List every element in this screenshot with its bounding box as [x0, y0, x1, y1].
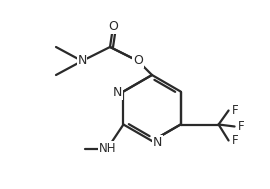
- Text: NH: NH: [99, 142, 116, 155]
- Text: N: N: [77, 54, 87, 67]
- Text: O: O: [108, 20, 118, 33]
- Text: F: F: [238, 120, 244, 133]
- Text: N: N: [153, 136, 162, 149]
- Text: F: F: [232, 134, 238, 147]
- Text: O: O: [133, 54, 143, 67]
- Text: N: N: [113, 86, 122, 99]
- Text: F: F: [232, 104, 238, 117]
